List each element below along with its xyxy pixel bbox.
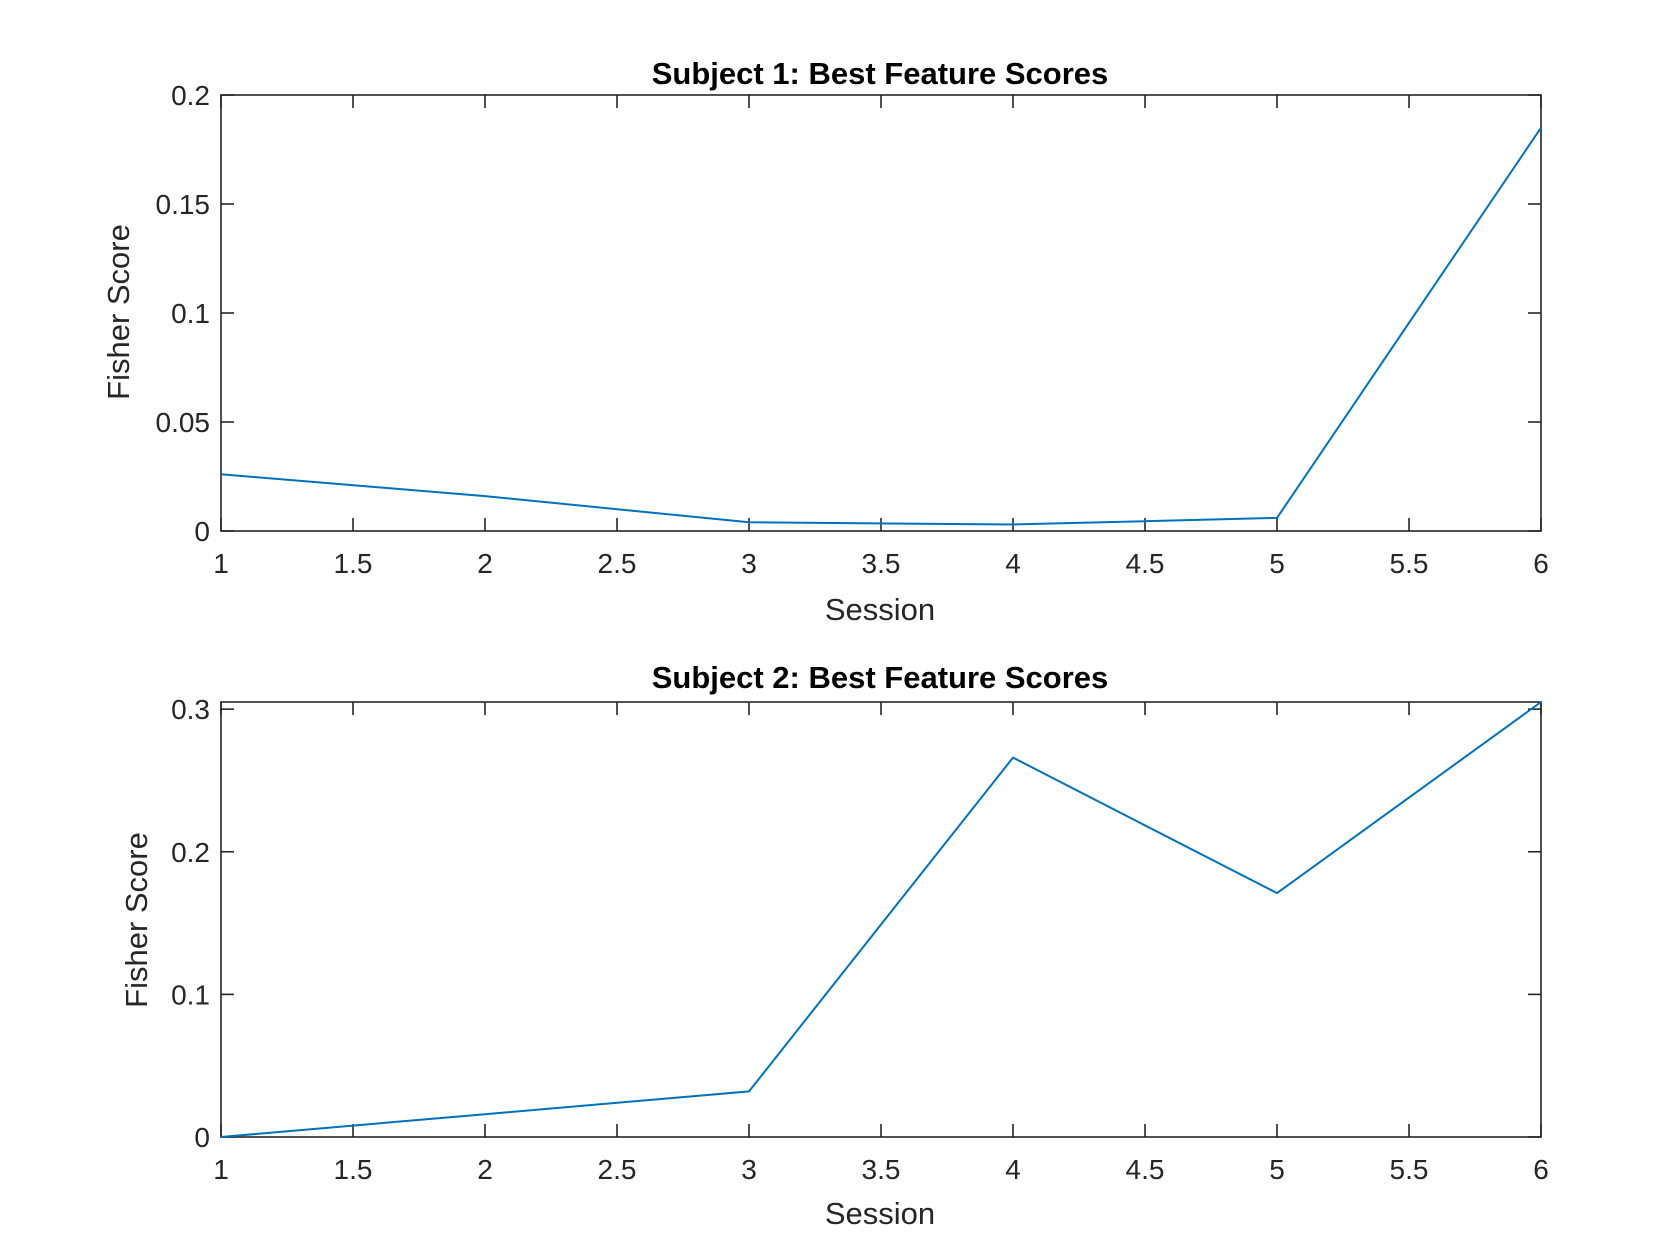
subject2-axes: Subject 2: Best Feature Scores 1 1.5 2 2.5 3… (119, 660, 1549, 1231)
subject1-xtick-label: 2 (477, 548, 493, 579)
subject1-xtick-label: 1.5 (334, 548, 373, 579)
subject2-xtick-label: 3 (741, 1154, 757, 1185)
subject1-xtick-label: 4.5 (1126, 548, 1165, 579)
subject1-series-line (220, 127, 1542, 526)
subject2-xtick-label: 5.5 (1390, 1154, 1429, 1185)
subject1-xtick-label: 2.5 (598, 548, 637, 579)
subject2-ytick-label: 0.1 (171, 979, 210, 1010)
subject1-xtick-label: 6 (1533, 548, 1549, 579)
subject2-xtick-label: 2.5 (598, 1154, 637, 1185)
subject2-xtick-label: 5 (1269, 1154, 1285, 1185)
subject1-xtick-label: 1 (213, 548, 229, 579)
subject1-ytick-label: 0.05 (156, 407, 211, 438)
subject2-xtick-label: 4 (1005, 1154, 1021, 1185)
subject2-series-line (220, 701, 1542, 1138)
subject2-ytick-label: 0.3 (171, 694, 210, 725)
subject1-ylabel: Fisher Score (101, 224, 136, 400)
subject2-ylabel: Fisher Score (119, 832, 154, 1008)
subject1-xtick-label: 5 (1269, 548, 1285, 579)
subject1-ytick-label: 0.2 (171, 80, 210, 111)
subject1-xtick-label: 3.5 (862, 548, 901, 579)
subject2-plot-frame (220, 701, 1542, 1138)
subject1-xlabel: Session (825, 592, 935, 627)
subject2-xtick-label: 2 (477, 1154, 493, 1185)
subject1-title: Subject 1: Best Feature Scores (652, 56, 1109, 91)
subject1-xtick-label: 3 (741, 548, 757, 579)
subject1-ytick-label: 0.1 (171, 298, 210, 329)
subject2-xtick-label: 1 (213, 1154, 229, 1185)
subject1-xtick-label: 5.5 (1390, 548, 1429, 579)
subject1-xtick-label: 4 (1005, 548, 1021, 579)
subject2-xlabel: Session (825, 1196, 935, 1231)
subject2-xtick-label: 3.5 (862, 1154, 901, 1185)
subject2-title: Subject 2: Best Feature Scores (652, 660, 1109, 695)
subject1-ytick-label: 0 (194, 516, 210, 547)
subject1-axes: Subject 1: Best Feature Scores 1 1.5 2 2.5 3… (101, 56, 1549, 627)
subject2-xtick-label: 4.5 (1126, 1154, 1165, 1185)
subject2-ytick-label: 0.2 (171, 837, 210, 868)
subject2-ytick-label: 0 (194, 1122, 210, 1153)
subject1-plot-frame (220, 94, 1542, 532)
subject1-ytick-label: 0.15 (156, 189, 211, 220)
subject2-xtick-label: 6 (1533, 1154, 1549, 1185)
subject2-xtick-label: 1.5 (334, 1154, 373, 1185)
